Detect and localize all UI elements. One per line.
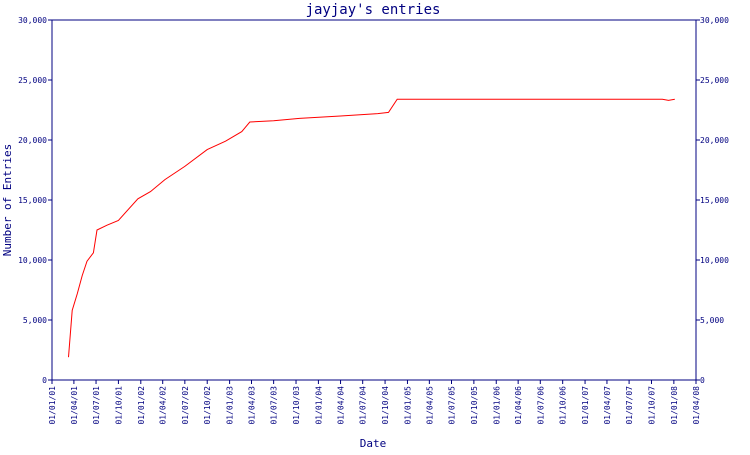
- x-tick-label: 01/01/08: [670, 386, 679, 425]
- y-tick-label-left: 25,000: [18, 76, 47, 85]
- y-tick-label-left: 30,000: [18, 16, 47, 25]
- x-tick-label: 01/10/01: [114, 386, 123, 425]
- x-axis-title: Date: [360, 437, 387, 450]
- x-tick-label: 01/01/03: [226, 386, 235, 425]
- y-axis-left: 0 5,000 10,000 15,000 20,000 25,000 30,000: [18, 16, 52, 385]
- x-tick-label: 01/01/05: [403, 386, 412, 425]
- x-tick-label: 01/10/04: [381, 386, 390, 425]
- y-tick-label-left: 0: [42, 376, 47, 385]
- x-tick-label: 01/07/06: [536, 386, 545, 425]
- y-tick-label-right: 10,000: [700, 256, 729, 265]
- x-tick-label: 01/10/05: [470, 386, 479, 425]
- x-tick-label: 01/01/07: [581, 386, 590, 425]
- y-tick-label-left: 20,000: [18, 136, 47, 145]
- x-tick-label: 01/01/01: [48, 386, 57, 425]
- y-tick-label-right: 5,000: [700, 316, 724, 325]
- series-group: [68, 98, 675, 358]
- y-tick-label-right: 0: [700, 376, 705, 385]
- x-tick-label: 01/07/07: [625, 386, 634, 425]
- x-tick-label: 01/07/02: [181, 386, 190, 425]
- x-tick-label: 01/07/04: [359, 386, 368, 425]
- x-tick-label: 01/04/07: [603, 386, 612, 425]
- y-tick-label-left: 15,000: [18, 196, 47, 205]
- x-tick-label: 01/10/07: [647, 386, 656, 425]
- y-tick-label-right: 15,000: [700, 196, 729, 205]
- y-tick-label-left: 5,000: [23, 316, 47, 325]
- y-axis-right: 0 5,000 10,000 15,000 20,000 25,000 30,000: [696, 16, 729, 385]
- x-tick-label: 01/04/01: [70, 386, 79, 425]
- x-tick-label: 01/04/05: [425, 386, 434, 425]
- x-tick-label: 01/10/06: [559, 386, 568, 425]
- x-tick-label: 01/07/01: [92, 386, 101, 425]
- x-tick-label: 01/04/02: [159, 386, 168, 425]
- x-tick-label: 01/07/05: [447, 386, 456, 425]
- x-tick-label: 01/07/03: [270, 386, 279, 425]
- x-tick-label: 01/01/02: [137, 386, 146, 425]
- x-tick-label: 01/01/06: [492, 386, 501, 425]
- chart-title: jayjay's entries: [306, 2, 441, 18]
- x-tick-label: 01/04/04: [337, 386, 346, 425]
- x-tick-label: 01/10/02: [203, 386, 212, 425]
- plot-frame: [51, 19, 697, 381]
- y-tick-label-right: 30,000: [700, 16, 729, 25]
- x-axis: 01/01/01 01/04/01 01/07/01 01/10/01 01/01/02…: [48, 380, 701, 425]
- x-tick-label: 01/10/03: [292, 386, 301, 425]
- y-axis-title: Number of Entries: [1, 144, 14, 257]
- x-tick-label: 01/01/04: [314, 386, 323, 425]
- series-line: [68, 98, 675, 358]
- y-tick-label-right: 25,000: [700, 76, 729, 85]
- y-tick-label-right: 20,000: [700, 136, 729, 145]
- x-tick-label: 01/04/08: [692, 386, 701, 425]
- x-tick-label: 01/04/03: [248, 386, 257, 425]
- y-tick-label-left: 10,000: [18, 256, 47, 265]
- x-tick-label: 01/04/06: [514, 386, 523, 425]
